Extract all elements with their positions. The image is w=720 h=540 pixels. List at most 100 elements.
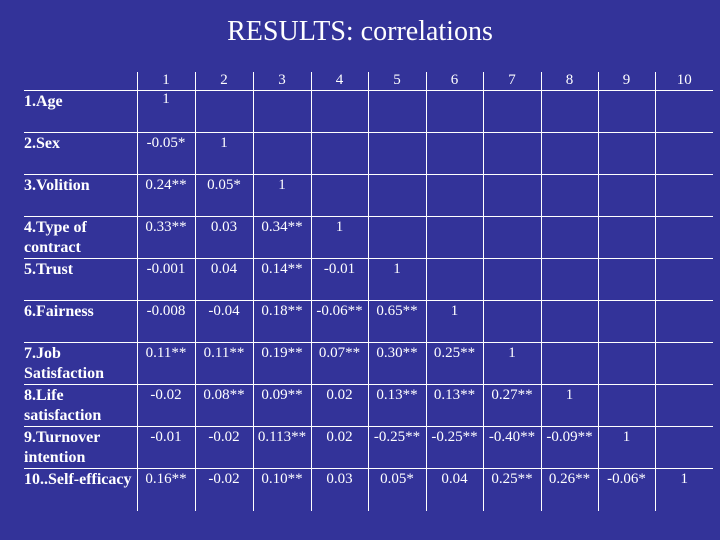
correlation-cell: -0.001 <box>136 258 196 301</box>
correlation-cell: 1 <box>482 342 542 385</box>
correlation-cell: 1 <box>597 426 656 469</box>
correlation-cell: -0.25** <box>425 426 484 469</box>
row-label: 4.Type of contract <box>24 216 138 259</box>
correlation-cell: 0.10** <box>252 468 312 511</box>
correlation-cell <box>597 342 656 385</box>
correlation-cell: -0.02 <box>194 426 254 469</box>
correlation-cell <box>194 90 254 133</box>
table-row: 4.Type of contract 0.33** 0.03 0.34** 1 <box>24 216 713 259</box>
correlation-cell: -0.06* <box>597 468 656 511</box>
correlation-cell <box>367 216 427 259</box>
correlation-cell <box>482 174 542 217</box>
correlation-cell <box>425 258 484 301</box>
correlation-cell <box>310 174 369 217</box>
table-row: 8.Life satisfaction -0.02 0.08** 0.09** 0.02… <box>24 384 713 427</box>
correlation-cell: 1 <box>367 258 427 301</box>
table-row: 6.Fairness -0.008 -0.04 0.18** -0.06** 0.65**… <box>24 300 713 343</box>
correlation-cell: 0.24** <box>136 174 196 217</box>
correlation-cell: 0.13** <box>367 384 427 427</box>
correlation-cell: 0.04 <box>425 468 484 511</box>
correlation-cell <box>654 300 713 343</box>
header-row: 1 2 3 4 5 6 7 8 9 10 <box>24 72 713 91</box>
correlation-cell: 0.11** <box>136 342 196 385</box>
correlation-cell <box>540 132 599 175</box>
correlation-cell <box>367 174 427 217</box>
row-label: 1.Age <box>24 90 138 133</box>
correlation-cell <box>482 258 542 301</box>
table-body: 1.Age 1 2.Sex -0.05* 1 3.Volition 0.24** 0.05* 1… <box>24 90 713 511</box>
correlation-cell <box>482 300 542 343</box>
correlation-cell: 0.18** <box>252 300 312 343</box>
correlation-cell: 1 <box>540 384 599 427</box>
column-header: 5 <box>367 72 427 91</box>
correlation-cell <box>540 342 599 385</box>
correlation-cell <box>425 174 484 217</box>
slide-title: RESULTS: correlations <box>227 16 493 47</box>
correlation-cell <box>425 132 484 175</box>
table-row: 3.Volition 0.24** 0.05* 1 <box>24 174 713 217</box>
column-header: 2 <box>194 72 254 91</box>
correlation-cell: 1 <box>194 132 254 175</box>
correlation-cell <box>654 132 713 175</box>
correlation-cell <box>540 174 599 217</box>
correlation-cell: 0.65** <box>367 300 427 343</box>
column-header: 7 <box>482 72 542 91</box>
correlation-cell <box>482 132 542 175</box>
correlation-cell <box>252 132 312 175</box>
row-label: 9.Turnover intention <box>24 426 138 469</box>
correlation-cell <box>540 216 599 259</box>
correlation-cell <box>654 216 713 259</box>
correlation-cell <box>654 174 713 217</box>
correlation-cell: -0.40** <box>482 426 542 469</box>
correlation-cell <box>310 90 369 133</box>
correlation-cell <box>597 174 656 217</box>
column-header: 8 <box>540 72 599 91</box>
correlation-cell: -0.25** <box>367 426 427 469</box>
correlation-cell <box>597 384 656 427</box>
correlation-cell: 0.25** <box>482 468 542 511</box>
correlation-cell: 0.26** <box>540 468 599 511</box>
correlation-cell: -0.01 <box>310 258 369 301</box>
correlation-cell: -0.06** <box>310 300 369 343</box>
correlation-cell <box>367 90 427 133</box>
correlation-cell <box>597 216 656 259</box>
correlation-cell <box>367 132 427 175</box>
row-label: 3.Volition <box>24 174 138 217</box>
row-label: 10..Self-efficacy <box>24 468 138 511</box>
table-row: 5.Trust -0.001 0.04 0.14** -0.01 1 <box>24 258 713 301</box>
header-corner <box>24 72 138 91</box>
correlation-cell: -0.09** <box>540 426 599 469</box>
correlation-cell: 0.27** <box>482 384 542 427</box>
column-header: 6 <box>425 72 484 91</box>
correlation-cell: 1 <box>136 90 196 133</box>
correlation-cell <box>654 342 713 385</box>
correlation-cell: 0.16** <box>136 468 196 511</box>
row-label: 6.Fairness <box>24 300 138 343</box>
correlation-cell: 0.30** <box>367 342 427 385</box>
column-header: 4 <box>310 72 369 91</box>
correlation-cell: 0.14** <box>252 258 312 301</box>
correlation-cell <box>310 132 369 175</box>
table-row: 10..Self-efficacy 0.16** -0.02 0.10** 0.03 0.… <box>24 468 713 511</box>
correlation-cell <box>654 384 713 427</box>
correlation-cell <box>654 258 713 301</box>
table-row: 1.Age 1 <box>24 90 713 133</box>
table-row: 9.Turnover intention -0.01 -0.02 0.113** 0.0… <box>24 426 713 469</box>
correlation-cell <box>654 426 713 469</box>
correlation-cell: 0.19** <box>252 342 312 385</box>
correlation-cell: 0.04 <box>194 258 254 301</box>
correlation-cell: -0.008 <box>136 300 196 343</box>
correlation-cell <box>252 90 312 133</box>
correlation-cell: 0.03 <box>194 216 254 259</box>
correlation-cell: 0.113** <box>252 426 312 469</box>
correlation-cell: 0.02 <box>310 426 369 469</box>
row-label: 8.Life satisfaction <box>24 384 138 427</box>
correlation-cell <box>540 90 599 133</box>
correlation-cell: 1 <box>425 300 484 343</box>
correlation-cell: 0.05* <box>194 174 254 217</box>
correlation-cell <box>482 90 542 133</box>
correlation-cell <box>597 90 656 133</box>
correlation-cell: -0.02 <box>194 468 254 511</box>
correlation-cell: -0.04 <box>194 300 254 343</box>
table-row: 7.Job Satisfaction 0.11** 0.11** 0.19** 0.07… <box>24 342 713 385</box>
